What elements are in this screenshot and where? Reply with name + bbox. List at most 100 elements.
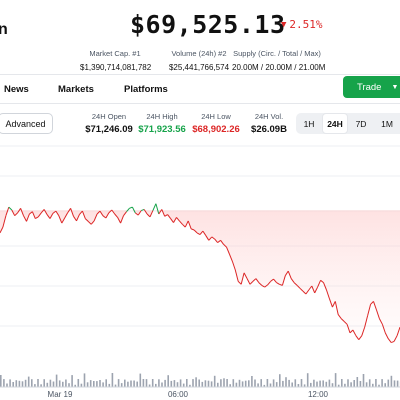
price-line-segment [79, 210, 83, 215]
price-line-segment [293, 282, 298, 286]
price-line-segment [70, 208, 74, 217]
volume-bar [248, 380, 250, 387]
volume-bar [170, 380, 173, 387]
range-1h-button[interactable]: 1H [303, 118, 315, 129]
nav-divider [0, 103, 400, 104]
volume-value: $25,441,766,574 [168, 63, 230, 72]
volume-bar [325, 381, 328, 387]
price-line-segment [87, 221, 92, 225]
chevron-down-icon: ▼ [391, 83, 399, 91]
volume-bar [207, 380, 210, 387]
volume-bar [124, 379, 126, 387]
volume-bar [158, 379, 160, 387]
open-stat: 24H Open $71,246.09 [82, 112, 136, 135]
nav-news[interactable]: News [4, 84, 29, 95]
supply-value: 20.00M / 20.00M / 21.00M [232, 63, 326, 72]
price-line-segment [284, 270, 289, 276]
price-line-segment [352, 329, 357, 336]
volume-bar [396, 380, 399, 387]
price-line-segment [267, 281, 271, 286]
price-line-segment [161, 209, 166, 217]
price-line-segment [17, 208, 22, 214]
price-line-segment [152, 203, 157, 211]
price-line-segment [31, 211, 36, 219]
price-line-segment [211, 236, 216, 240]
volume-bar [142, 379, 145, 387]
price-chart[interactable]: Mar 19 06:00 12:00 [0, 140, 400, 400]
volume-bar [303, 384, 306, 387]
volume-bar [210, 381, 213, 387]
price-line-segment [305, 289, 310, 295]
volume-bar [89, 380, 92, 387]
volume-bar [62, 381, 64, 387]
volume-bar [49, 379, 52, 387]
range-1m-button[interactable]: 1M [381, 118, 393, 129]
low-value: $68,902.26 [192, 124, 240, 135]
high-value: $71,923.56 [138, 124, 186, 135]
price-line-segment [299, 287, 304, 292]
price-line-segment [2, 215, 7, 228]
price-line-segment [43, 209, 48, 215]
advanced-chart-button[interactable]: Advanced [0, 113, 53, 134]
volume-bar [220, 379, 222, 387]
volume-bar [117, 379, 120, 387]
price-line-segment [111, 209, 116, 215]
current-price: $69,525.13 [130, 10, 286, 39]
volume-bar [378, 384, 380, 387]
volume-bar [328, 379, 331, 387]
price-line-segment [243, 272, 248, 279]
price-line-segment [73, 216, 77, 222]
price-line-segment [384, 332, 389, 339]
volume-bar [288, 379, 290, 387]
volume-bar [127, 381, 129, 387]
price-line-segment [105, 212, 110, 219]
volume-bar [105, 379, 107, 387]
price-line-segment [261, 284, 265, 288]
price-line-segment [264, 284, 268, 288]
price-line-segment [373, 301, 377, 311]
price-line-segment [187, 220, 192, 230]
price-line-segment [208, 236, 213, 241]
down-triangle-icon: ▼ [281, 19, 287, 30]
volume-bar [86, 382, 89, 387]
price-line-segment [134, 212, 139, 216]
price-line-segment [331, 301, 336, 308]
price-line-segment [26, 213, 30, 222]
price-line-segment [308, 285, 313, 291]
price-line-segment [58, 215, 63, 224]
price-line-segment [120, 215, 124, 224]
price-line-segment [249, 281, 254, 285]
volume-bar [46, 382, 49, 387]
price-line-segment [99, 210, 104, 216]
nav-platforms[interactable]: Platforms [124, 84, 168, 95]
volume-bar [130, 380, 132, 387]
volume-bar [133, 380, 135, 387]
volume-bar [344, 383, 346, 387]
range-7d-button[interactable]: 7D [355, 118, 367, 129]
price-line-segment [29, 211, 33, 215]
volume-bar [151, 379, 154, 387]
price-line-segment [137, 210, 142, 216]
price-line-segment [228, 253, 233, 262]
price-line-segment [276, 282, 280, 285]
volume-bar [368, 379, 371, 387]
price-line-segment [143, 209, 148, 215]
volume-bar [319, 380, 321, 387]
price-line-segment [20, 208, 24, 216]
nav-markets[interactable]: Markets [58, 84, 94, 95]
range-24h-button[interactable]: 24H [322, 113, 348, 134]
price-line-segment [340, 318, 345, 322]
price-line-segment [35, 216, 39, 220]
price-line-segment [391, 340, 395, 344]
header-divider [0, 74, 400, 75]
price-line-segment [158, 209, 163, 215]
price-line-segment [349, 329, 354, 334]
volume-bar [186, 379, 188, 387]
trade-button[interactable]: Trade ▼ [343, 76, 400, 98]
volume-bar [201, 381, 204, 387]
price-line-segment [364, 315, 369, 328]
volume-bar [272, 379, 275, 387]
volume-bar [204, 380, 207, 387]
volume-bar [21, 381, 24, 387]
price-line-segment [93, 213, 98, 222]
